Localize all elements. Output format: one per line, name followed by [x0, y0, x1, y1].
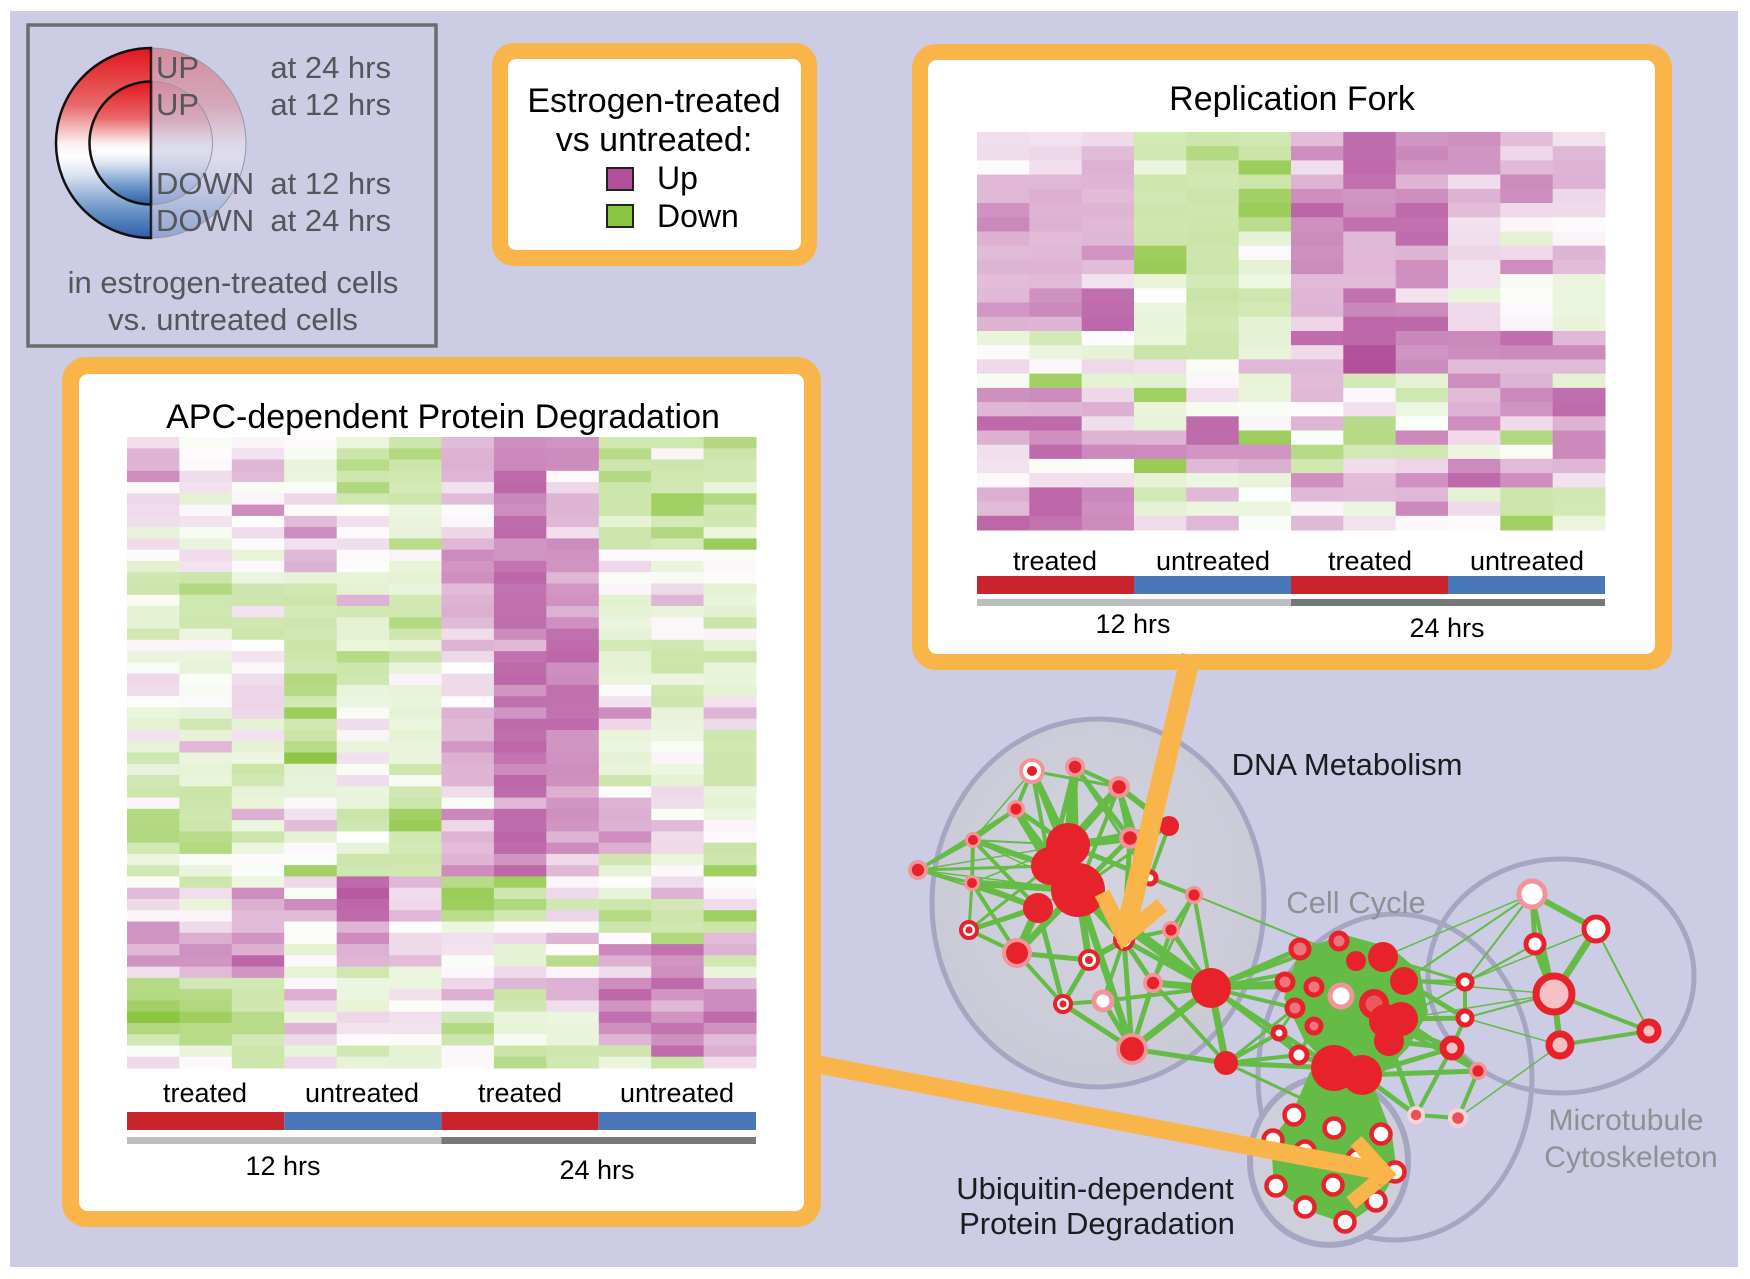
svg-text:at 12 hrs: at 12 hrs — [270, 87, 391, 122]
svg-text:at 24 hrs: at 24 hrs — [270, 50, 391, 85]
svg-text:treated: treated — [1013, 546, 1097, 576]
svg-text:vs untreated:: vs untreated: — [556, 121, 753, 159]
svg-text:untreated: untreated — [620, 1078, 734, 1108]
svg-text:24 hrs: 24 hrs — [1409, 613, 1484, 643]
svg-text:in estrogen-treated cells: in estrogen-treated cells — [68, 265, 399, 300]
svg-text:Microtubule: Microtubule — [1548, 1104, 1703, 1137]
svg-text:24 hrs: 24 hrs — [559, 1155, 634, 1185]
svg-text:DNA Metabolism: DNA Metabolism — [1232, 747, 1463, 782]
svg-text:12 hrs: 12 hrs — [245, 1151, 320, 1181]
svg-text:Replication Fork: Replication Fork — [1169, 80, 1416, 118]
svg-text:Up: Up — [657, 160, 698, 196]
svg-text:APC-dependent Protein Degradat: APC-dependent Protein Degradation — [166, 398, 720, 436]
svg-text:Cytoskeleton: Cytoskeleton — [1544, 1141, 1717, 1174]
svg-text:Ubiquitin-dependent: Ubiquitin-dependent — [956, 1171, 1234, 1206]
svg-text:untreated: untreated — [305, 1078, 419, 1108]
svg-text:at 12 hrs: at 12 hrs — [270, 166, 391, 201]
svg-text:Cell Cycle: Cell Cycle — [1286, 885, 1426, 920]
svg-text:UP: UP — [156, 87, 199, 122]
svg-text:untreated: untreated — [1470, 546, 1584, 576]
svg-text:Estrogen-treated: Estrogen-treated — [527, 82, 780, 120]
svg-text:12 hrs: 12 hrs — [1095, 609, 1170, 639]
svg-text:Protein Degradation: Protein Degradation — [959, 1206, 1235, 1241]
svg-text:treated: treated — [1328, 546, 1412, 576]
svg-text:DOWN: DOWN — [156, 166, 254, 201]
svg-text:untreated: untreated — [1156, 546, 1270, 576]
svg-text:DOWN: DOWN — [156, 203, 254, 238]
svg-text:vs. untreated cells: vs. untreated cells — [108, 302, 358, 337]
svg-text:treated: treated — [163, 1078, 247, 1108]
svg-text:treated: treated — [478, 1078, 562, 1108]
svg-text:UP: UP — [156, 50, 199, 85]
svg-text:Down: Down — [657, 198, 739, 234]
svg-text:at 24 hrs: at 24 hrs — [270, 203, 391, 238]
